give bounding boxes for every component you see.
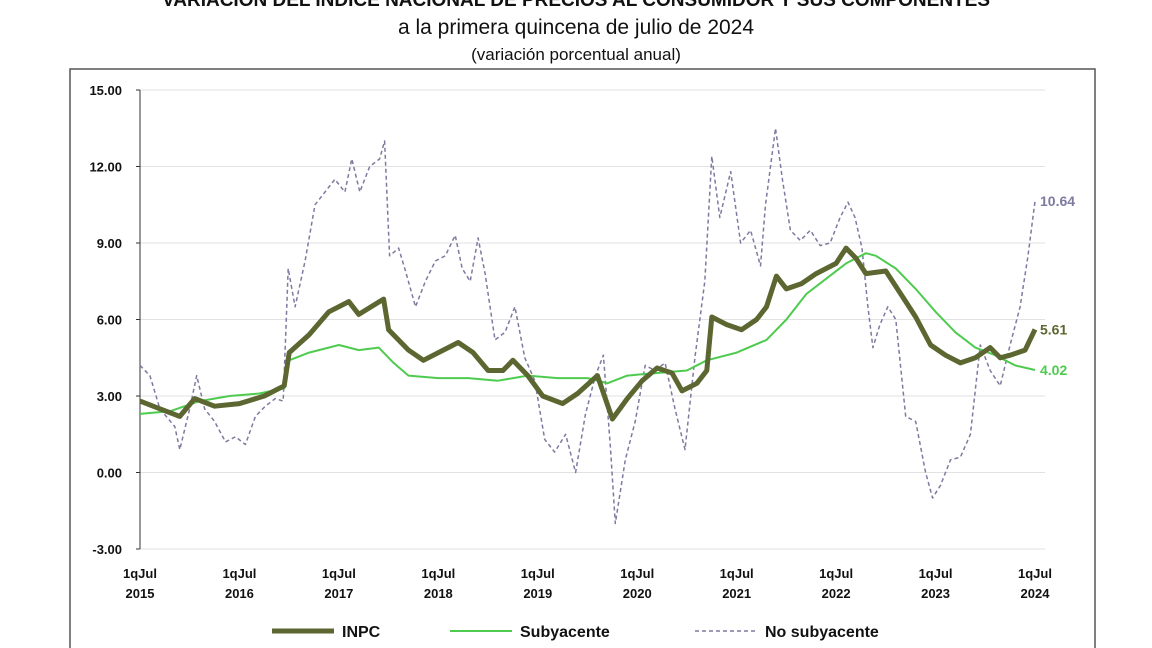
x-tick-label: 2016 bbox=[225, 586, 254, 601]
end-label: 10.64 bbox=[1040, 193, 1075, 209]
x-tick-label: 2022 bbox=[822, 586, 851, 601]
series-line-no-subyacente bbox=[139, 127, 1036, 525]
x-tick-label: 2020 bbox=[623, 586, 652, 601]
end-label: 5.61 bbox=[1040, 321, 1067, 337]
x-tick-label: 2024 bbox=[1021, 586, 1051, 601]
x-tick-label: 2019 bbox=[523, 586, 552, 601]
series-line-inpc bbox=[139, 245, 1038, 422]
legend-label: No subyacente bbox=[765, 624, 879, 641]
x-tick-label: 1qJul bbox=[919, 566, 953, 581]
y-tick-label: -3.00 bbox=[92, 542, 122, 557]
x-tick-label: 1qJul bbox=[521, 566, 555, 581]
x-tick-label: 2021 bbox=[722, 586, 751, 601]
chart-subtitle-units: (variación porcentual anual) bbox=[471, 45, 681, 64]
x-tick-label: 2023 bbox=[921, 586, 950, 601]
chart-frame bbox=[69, 68, 1096, 648]
x-tick-label: 1qJul bbox=[620, 566, 654, 581]
legend-label: INPC bbox=[342, 624, 381, 641]
x-tick-label: 2018 bbox=[424, 586, 453, 601]
x-tick-label: 1qJul bbox=[1018, 566, 1052, 581]
y-tick-label: 0.00 bbox=[97, 466, 122, 481]
chart-subtitle: a la primera quincena de julio de 2024 bbox=[397, 16, 755, 39]
y-tick-label: 6.00 bbox=[97, 313, 122, 328]
y-tick-label: 15.00 bbox=[89, 83, 122, 98]
x-tick-label: 1qJul bbox=[123, 566, 157, 581]
y-tick-label: 9.00 bbox=[97, 236, 122, 251]
end-label: 4.02 bbox=[1040, 362, 1067, 378]
x-tick-label: 1qJul bbox=[819, 566, 853, 581]
x-tick-label: 1qJul bbox=[421, 566, 455, 581]
x-tick-label: 2015 bbox=[126, 586, 155, 601]
y-tick-label: 3.00 bbox=[97, 389, 122, 404]
x-tick-label: 2017 bbox=[324, 586, 353, 601]
legend-label: Subyacente bbox=[520, 624, 610, 641]
x-tick-label: 1qJul bbox=[222, 566, 256, 581]
y-tick-label: 12.00 bbox=[89, 160, 122, 175]
series-line-subyacente bbox=[139, 252, 1036, 415]
chart-title: VARIACIÓN DEL ÍNDICE NACIONAL DE PRECIOS… bbox=[161, 0, 990, 11]
x-tick-label: 1qJul bbox=[322, 566, 356, 581]
x-tick-label: 1qJul bbox=[720, 566, 754, 581]
